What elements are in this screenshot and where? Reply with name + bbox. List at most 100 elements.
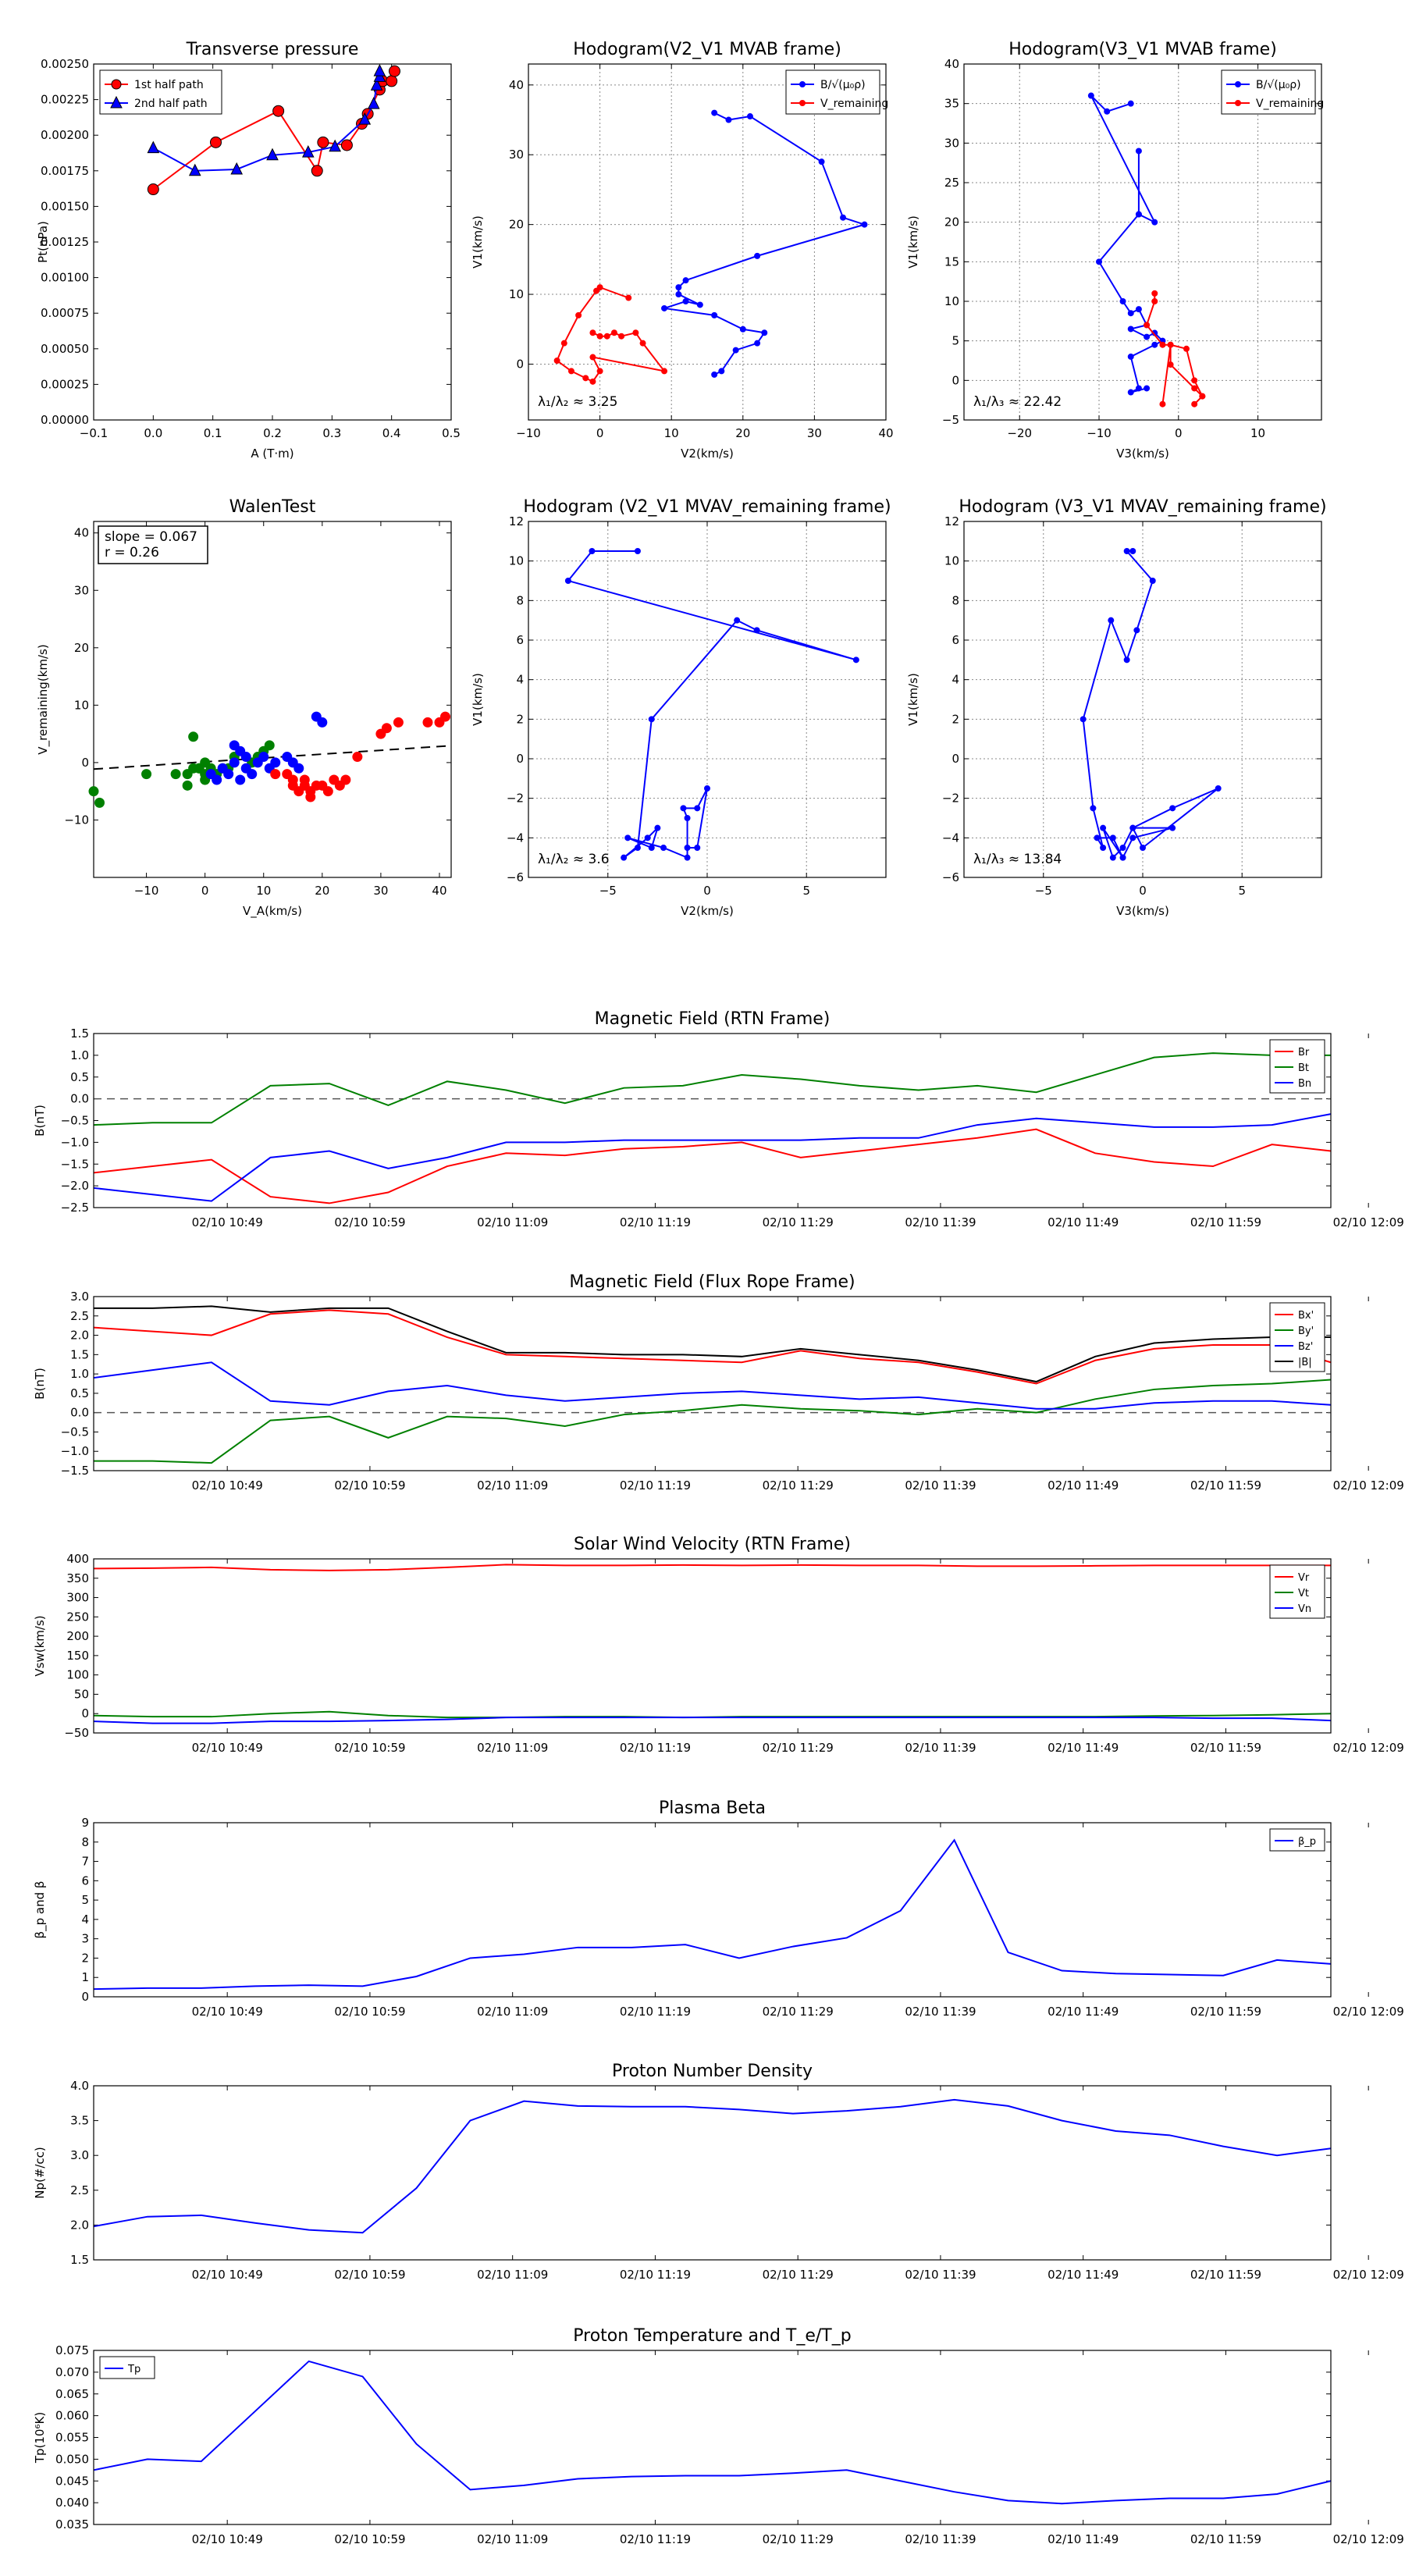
data-point — [1151, 290, 1158, 297]
data-point — [739, 326, 746, 333]
x-axis-label: V2(km/s) — [681, 904, 734, 918]
data-point — [644, 834, 651, 841]
chart-beta: 02/10 10:49 02/10 10:59 02/10 11:09 02/10 1… — [33, 1799, 1404, 2019]
x-tick-label: 10 — [1250, 426, 1265, 440]
y-tick-label: −2.0 — [61, 1179, 89, 1193]
y-tick-label: 0.00100 — [41, 271, 89, 285]
data-point — [1159, 400, 1166, 407]
x-tick-label: 10 — [664, 426, 679, 440]
data-point — [1096, 258, 1103, 265]
y-tick-label: 20 — [509, 218, 524, 232]
y-tick-label: 100 — [66, 1668, 89, 1682]
data-point — [711, 311, 718, 318]
x-tick-label: 02/10 11:39 — [905, 1741, 976, 1755]
x-tick-label: −5 — [599, 884, 617, 898]
y-tick-label: 0 — [951, 373, 959, 387]
plot-frame — [93, 2085, 1332, 2261]
data-point — [200, 757, 211, 768]
data-point — [88, 786, 99, 797]
legend-label: Vr — [1298, 1572, 1310, 1584]
x-tick-label: 02/10 11:09 — [477, 2268, 548, 2282]
data-point — [1215, 785, 1222, 792]
data-point — [675, 291, 682, 298]
data-point — [684, 845, 691, 851]
x-tick-label: 02/10 11:29 — [763, 2268, 834, 2282]
legend-label: Bx' — [1298, 1310, 1314, 1322]
x-tick-label: 02/10 12:09 — [1333, 1478, 1404, 1493]
y-tick-label: 250 — [66, 1610, 89, 1624]
x-tick-label: 02/10 10:59 — [334, 1215, 405, 1229]
data-point — [1109, 834, 1116, 841]
data-point — [575, 311, 582, 318]
chart-walen: −10 0 10 20 30 40 −10 0 10 20 30 40 WalenTest V_A(km/… — [36, 497, 452, 919]
data-point — [560, 340, 567, 347]
data-point — [370, 78, 383, 91]
data-point — [270, 769, 281, 780]
y-tick-label: 2.0 — [70, 2218, 89, 2232]
series-line — [93, 1710, 1332, 1719]
data-point — [1080, 716, 1087, 723]
x-axis-label: V2(km/s) — [681, 447, 734, 461]
x-tick-label: 0 — [1175, 426, 1183, 440]
y-tick-label: 5 — [951, 334, 959, 348]
data-point — [1199, 393, 1206, 400]
data-point — [761, 329, 768, 336]
y-tick-label: 10 — [509, 287, 524, 301]
data-point — [111, 79, 122, 90]
plot-frame — [93, 63, 452, 421]
y-tick-label: 0.040 — [55, 2496, 89, 2510]
x-tick-label: −0.1 — [80, 426, 108, 440]
data-point — [618, 333, 625, 340]
data-point — [696, 301, 703, 308]
data-point — [639, 340, 646, 347]
data-point — [1135, 385, 1142, 392]
x-tick-label: −20 — [1007, 426, 1032, 440]
y-tick-label: 200 — [66, 1629, 89, 1643]
data-point — [654, 824, 661, 831]
data-point — [381, 723, 392, 734]
plot-frame — [93, 2350, 1332, 2525]
legend-box — [1221, 69, 1316, 115]
chart-title: Plasma Beta — [659, 1799, 766, 1818]
data-point — [439, 711, 450, 722]
x-tick-label: 40 — [432, 884, 446, 898]
y-tick-label: 30 — [74, 583, 89, 597]
legend-label: Tp — [127, 2364, 140, 2375]
y-tick-label: 0.00050 — [41, 342, 89, 356]
y-tick-label: 2 — [516, 712, 524, 726]
x-tick-label: 0.4 — [382, 426, 401, 440]
y-tick-label: −4 — [507, 831, 524, 845]
legend-label: Bt — [1298, 1062, 1309, 1074]
data-point — [147, 141, 160, 154]
x-tick-label: 02/10 11:49 — [1048, 1478, 1119, 1493]
stats-text: slope = 0.067 — [105, 529, 197, 545]
plot-frame — [528, 521, 887, 878]
y-tick-label: 2 — [81, 1951, 89, 1965]
data-point — [270, 757, 281, 768]
data-point — [684, 854, 691, 861]
x-tick-label: −10 — [134, 884, 159, 898]
y-tick-label: 25 — [944, 176, 959, 190]
data-point — [732, 347, 739, 354]
series-line — [1090, 94, 1165, 393]
data-point — [1129, 834, 1136, 841]
y-axis-label: Tp(10⁶K) — [33, 2412, 47, 2464]
data-point — [1144, 322, 1151, 329]
chart-h1: −10 0 10 20 30 40 0 10 20 30 40 Hodogram(V2_V1 MVAB… — [471, 40, 894, 461]
data-point — [212, 774, 222, 785]
data-point — [1135, 306, 1142, 313]
plot-frame — [963, 63, 1322, 421]
data-point — [682, 298, 689, 304]
data-point — [1090, 805, 1097, 812]
x-tick-label: 02/10 11:39 — [905, 1215, 976, 1229]
y-tick-label: 0 — [516, 752, 524, 766]
chart-bfr: 02/10 10:49 02/10 10:59 02/10 11:09 02/10 1… — [33, 1272, 1404, 1493]
y-tick-label: 3.0 — [70, 2148, 89, 2162]
y-tick-label: 40 — [74, 526, 89, 540]
chart-title: Proton Number Density — [612, 2062, 813, 2081]
data-point — [818, 158, 825, 165]
data-point — [1144, 385, 1151, 392]
x-tick-label: 02/10 11:19 — [620, 1215, 691, 1229]
x-tick-label: 02/10 11:49 — [1048, 2005, 1119, 2019]
data-point — [1087, 92, 1094, 99]
